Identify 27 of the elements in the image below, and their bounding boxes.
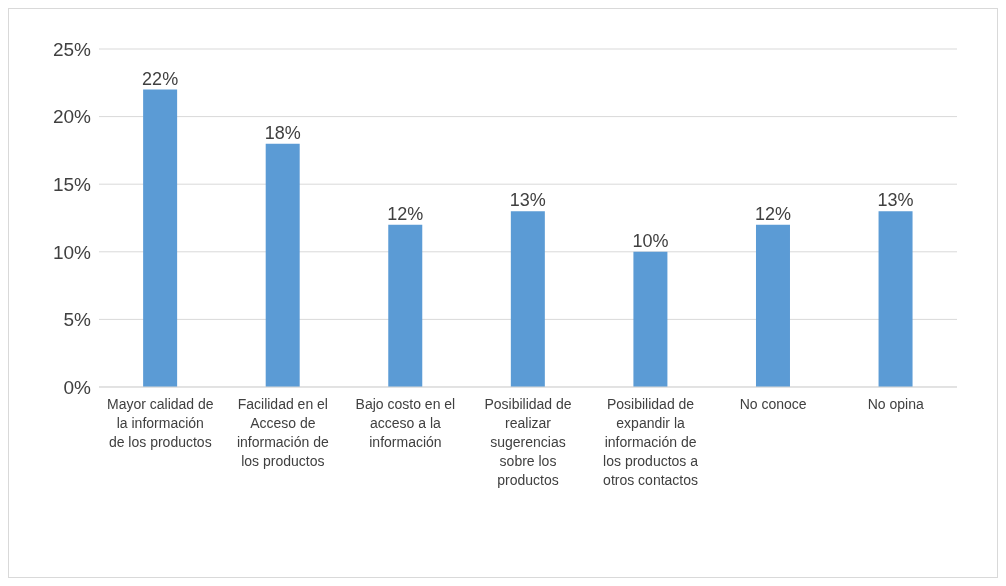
data-label: 22%: [142, 68, 179, 89]
x-tick-label: Posibilidad de realizar sugerencias sobre los productos: [484, 396, 572, 488]
x-tick-label: Facilidad en el Acceso de información de los productos: [236, 396, 329, 469]
bar: [265, 143, 300, 387]
x-tick-label: Bajo costo en el acceso a la información: [355, 396, 456, 450]
y-tick-label: 5%: [63, 309, 92, 331]
bar: [510, 211, 545, 387]
data-label: 12%: [387, 203, 424, 224]
y-tick-label: 10%: [52, 241, 92, 263]
data-label: 10%: [632, 230, 669, 251]
data-label: 13%: [877, 190, 914, 211]
y-tick-label: 15%: [52, 173, 92, 195]
y-tick-label: 20%: [52, 106, 92, 128]
x-tick-label: Mayor calidad de la información de los productos: [106, 396, 214, 450]
bar: [143, 89, 178, 387]
y-tick-label: 0%: [63, 376, 92, 398]
y-tick-label: 25%: [52, 38, 92, 60]
data-label: 18%: [264, 122, 301, 143]
bar: [388, 224, 423, 387]
x-tick-label: No conoce: [739, 396, 807, 412]
bar: [878, 211, 913, 387]
data-label: 12%: [754, 203, 791, 224]
data-label: 13%: [509, 190, 546, 211]
bar: [633, 251, 668, 387]
x-tick-label: No opina: [867, 396, 924, 412]
x-tick-label: Posibilidad de expandir la información de los productos a otros contactos: [603, 396, 699, 488]
bar: [755, 224, 790, 387]
